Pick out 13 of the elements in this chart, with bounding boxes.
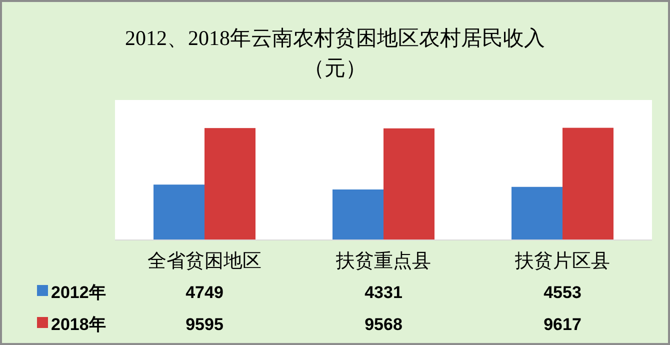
data-label: 9617 bbox=[544, 315, 582, 334]
x-tick-label: 扶贫片区县 bbox=[514, 251, 610, 272]
chart-subtitle: （元） bbox=[304, 56, 366, 80]
x-tick-label: 全省贫困地区 bbox=[148, 251, 262, 272]
x-tick-label: 扶贫重点县 bbox=[335, 251, 431, 272]
legend-label: 2018年 bbox=[51, 315, 106, 334]
data-label: 4331 bbox=[364, 283, 402, 302]
legend-label: 2012年 bbox=[51, 283, 106, 302]
data-label: 4749 bbox=[186, 283, 224, 302]
data-label: 9568 bbox=[364, 315, 402, 334]
data-label: 4553 bbox=[544, 283, 582, 302]
data-label: 9595 bbox=[186, 315, 224, 334]
chart-title: 2012、2018年云南农村贫困地区农村居民收入 bbox=[125, 26, 545, 50]
